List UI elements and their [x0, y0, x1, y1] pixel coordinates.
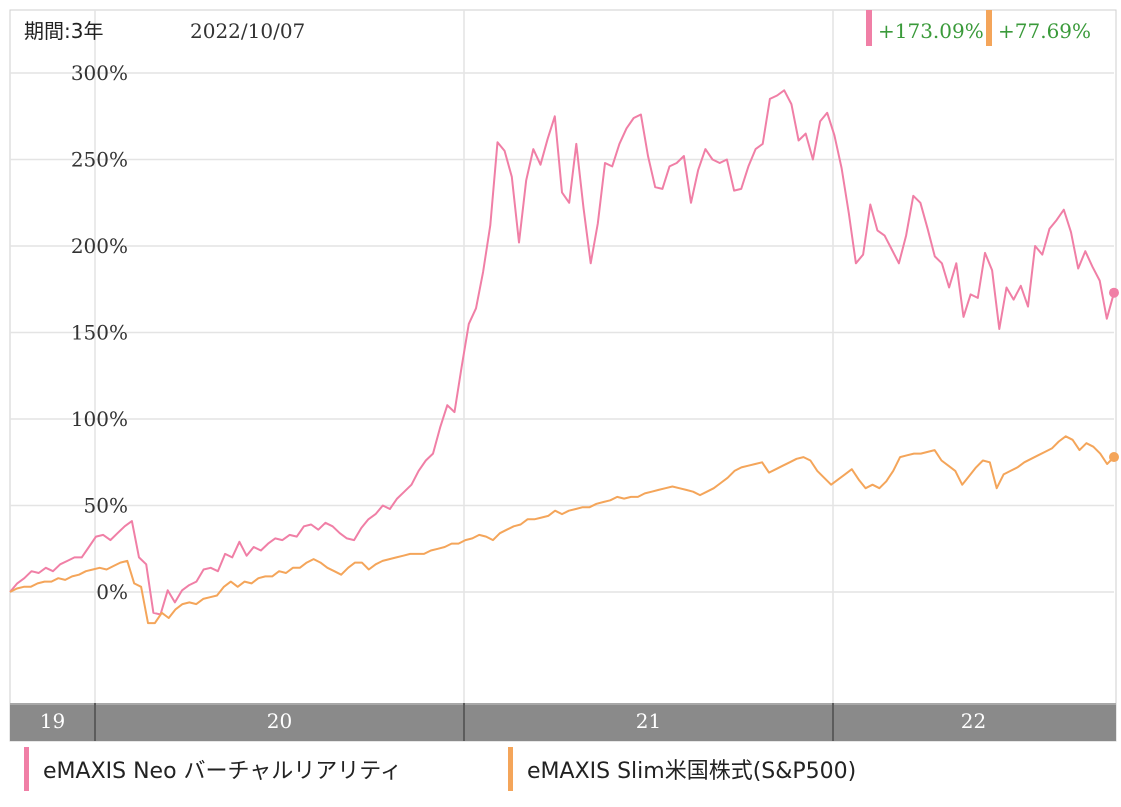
y-tick-label: 250%: [71, 148, 128, 172]
legend-swatch-neo: [24, 747, 29, 791]
grid-lines: [10, 10, 1114, 703]
x-axis-bar-highlight: [10, 703, 1116, 705]
x-axis-year-labels: 19 20 21 22: [40, 709, 986, 733]
year-dividers: [94, 703, 834, 741]
series-end-point-1: [1109, 452, 1119, 463]
return-swatch-slim: [986, 10, 992, 46]
date-label: 2022/10/07: [190, 19, 305, 43]
return-swatch-neo: [866, 10, 872, 46]
x-year-label: 21: [636, 709, 661, 733]
series-line-0: [9, 89, 1115, 616]
series-line-1: [9, 435, 1115, 625]
y-axis-tick-labels: 0% 50% 100% 150% 200% 250% 300%: [71, 61, 128, 604]
x-axis-year-bar: [10, 703, 1116, 741]
return-label-slim: +77.69%: [998, 19, 1091, 43]
series-lines: [9, 89, 1119, 625]
x-year-label: 19: [40, 709, 65, 733]
x-year-label: 22: [961, 709, 986, 733]
x-year-label: 20: [267, 709, 292, 733]
y-tick-label: 150%: [71, 321, 128, 345]
legend-item-neo: eMAXIS Neo バーチャルリアリティ: [24, 745, 402, 793]
chart-frame: [9, 9, 1117, 742]
legend-label-slim: eMAXIS Slim米国株式(S&P500): [527, 759, 857, 784]
y-tick-label: 100%: [71, 407, 128, 431]
legend-swatch-slim: [508, 747, 513, 791]
y-tick-label: 0%: [96, 580, 128, 604]
period-label: 期間:3年: [24, 19, 103, 43]
legend-label-neo: eMAXIS Neo バーチャルリアリティ: [43, 759, 402, 784]
y-tick-label: 50%: [84, 494, 128, 518]
series-end-point-0: [1109, 287, 1119, 298]
return-label-neo: +173.09%: [878, 19, 984, 43]
legend-item-slim: eMAXIS Slim米国株式(S&P500): [508, 745, 856, 793]
y-tick-label: 200%: [71, 234, 128, 258]
y-tick-label: 300%: [71, 61, 128, 85]
